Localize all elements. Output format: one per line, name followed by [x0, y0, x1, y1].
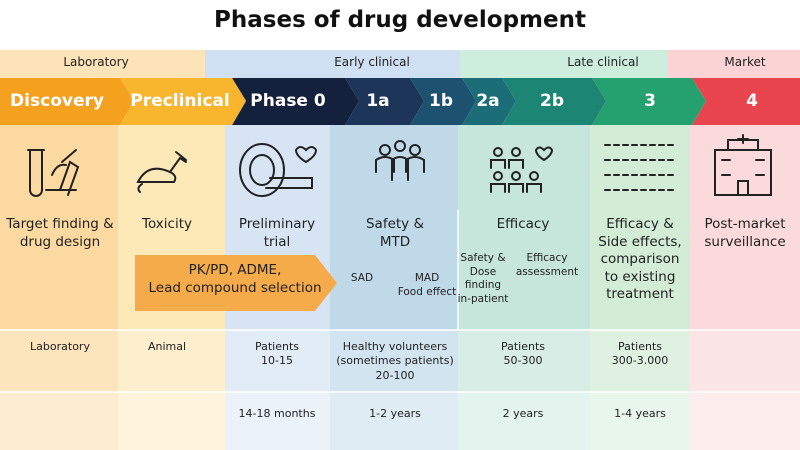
duration: 1-2 years	[369, 407, 421, 420]
phase-chevron	[0, 78, 134, 125]
setting: Patients 50-300	[500, 340, 546, 368]
setting: Patients 10-15	[254, 340, 300, 368]
setting-row	[0, 330, 800, 392]
description: Efficacy	[496, 216, 550, 232]
phase-label: 3	[644, 91, 656, 111]
description: Safety & MTD	[365, 216, 424, 250]
phase-label: 1a	[366, 91, 390, 111]
stage-band	[205, 50, 460, 78]
phase-chevron	[410, 78, 476, 125]
duration: 14-18 months	[238, 407, 316, 420]
description: Target finding & drug design	[6, 216, 114, 250]
phase-chevron	[462, 78, 516, 125]
description: Efficacy & Side effects, comparison to e…	[598, 216, 682, 303]
stage-band	[0, 50, 205, 78]
sub-label: MAD Food effect	[397, 272, 457, 298]
phase-label: Phase 0	[250, 91, 326, 111]
description: Post-market surveillance	[704, 216, 786, 250]
sub-label: Safety & Dose finding in-patient	[457, 252, 509, 305]
pk-label: PK/PD, ADME, Lead compound selection	[148, 262, 322, 296]
pk-arrow	[135, 255, 337, 311]
description: Toxicity	[142, 216, 192, 232]
stage-label: Early clinical	[334, 55, 410, 69]
phase-chevron	[345, 78, 424, 125]
stage-label: Late clinical	[567, 55, 639, 69]
duration: 2 years	[502, 407, 544, 420]
setting: Laboratory	[30, 340, 90, 353]
sub-label: SAD	[350, 272, 374, 284]
setting: Healthy volunteers (sometimes patients) …	[336, 340, 454, 382]
duration-row	[0, 392, 800, 450]
sub-label: Efficacy assessment	[515, 252, 579, 278]
description: Preliminary trial	[238, 216, 316, 250]
phase-chevron	[232, 78, 359, 125]
phase-chevron	[120, 78, 246, 125]
stage-label: Market	[724, 55, 766, 69]
setting: Patients 300-3.000	[611, 340, 669, 368]
phase-label: 2a	[476, 91, 500, 111]
stage-label: Laboratory	[63, 55, 129, 69]
title: Phases of drug development	[214, 7, 586, 33]
phase-label: 1b	[429, 91, 453, 111]
phase-label: Preclinical	[130, 91, 230, 111]
phase-label: 4	[746, 91, 758, 111]
icons	[27, 134, 772, 197]
stage-band	[668, 50, 800, 78]
duration: 1-4 years	[614, 407, 666, 420]
phase-chevron	[692, 78, 800, 125]
phase-label: Discovery	[10, 91, 104, 111]
phase-chevron	[502, 78, 606, 125]
phase-label: 2b	[540, 91, 564, 111]
setting: Animal	[147, 340, 187, 353]
phase-chevron	[592, 78, 706, 125]
stage-band	[460, 50, 668, 78]
